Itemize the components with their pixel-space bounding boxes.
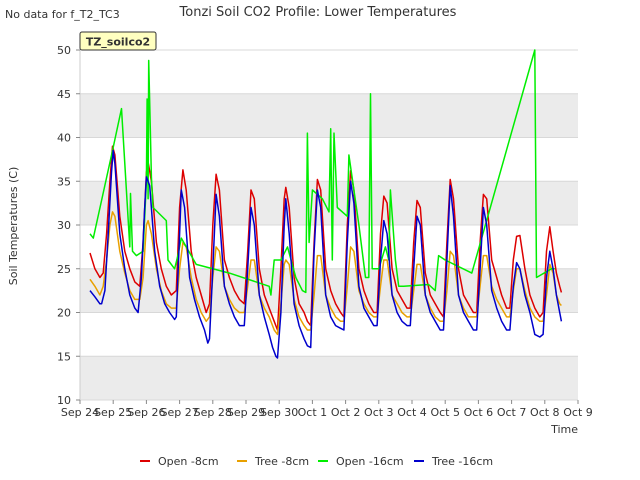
x-tick-label: Sep 28 [194, 406, 232, 419]
chart-title: Tonzi Soil CO2 Profile: Lower Temperatur… [179, 5, 457, 20]
legend-label: Open -8cm [158, 455, 219, 468]
y-tick-label: 10 [57, 394, 71, 407]
x-tick-label: Oct 9 [563, 406, 593, 419]
x-tick-label: Oct 2 [331, 406, 361, 419]
y-tick-label: 45 [57, 88, 71, 101]
y-tick-label: 15 [57, 350, 71, 363]
series-line [89, 145, 563, 331]
legend: Open -8cm Tree -8cm Open -16cm Tree -16cm [140, 455, 493, 468]
x-tick-label: Sep 25 [94, 406, 132, 419]
x-tick-label: Sep 24 [61, 406, 99, 419]
x-tick-label: Oct 3 [364, 406, 394, 419]
legend-label: Tree -16cm [431, 455, 493, 468]
x-tick-label: Sep 30 [260, 406, 298, 419]
grid-band [80, 356, 578, 400]
legend-item: Open -16cm [318, 455, 404, 468]
x-tick-label: Sep 26 [127, 406, 165, 419]
legend-label: Tree -8cm [254, 455, 309, 468]
y-tick-label: 50 [57, 44, 71, 57]
x-axis-label: Time [550, 423, 578, 436]
y-tick-label: 20 [57, 307, 71, 320]
x-tick-label: Oct 6 [464, 406, 494, 419]
no-data-note: No data for f_T2_TC3 [5, 8, 120, 21]
x-tick-label: Oct 8 [530, 406, 560, 419]
legend-item: Open -8cm [140, 455, 219, 468]
y-tick-label: 25 [57, 263, 71, 276]
series-line [89, 149, 563, 359]
grid-band [80, 93, 578, 138]
y-tick-label: 35 [57, 175, 71, 188]
annotation-box: TZ_soilco2 [79, 31, 157, 51]
x-tick-label: Oct 5 [430, 406, 460, 419]
y-tick-label: 30 [57, 219, 71, 232]
x-tick-label: Oct 7 [497, 406, 527, 419]
x-tick-label: Oct 4 [397, 406, 427, 419]
y-tick-label: 40 [57, 132, 71, 145]
y-axis-label: Soil Temperatures (C) [7, 167, 20, 286]
annotation-label: TZ_soilco2 [86, 36, 150, 49]
legend-label: Open -16cm [336, 455, 404, 468]
x-tick-label: Sep 29 [227, 406, 265, 419]
series-line [89, 49, 555, 296]
x-tick-label: Oct 1 [298, 406, 328, 419]
x-tick-label: Sep 27 [160, 406, 198, 419]
legend-item: Tree -16cm [414, 455, 493, 468]
grid-band [80, 268, 578, 313]
legend-item: Tree -8cm [237, 455, 309, 468]
